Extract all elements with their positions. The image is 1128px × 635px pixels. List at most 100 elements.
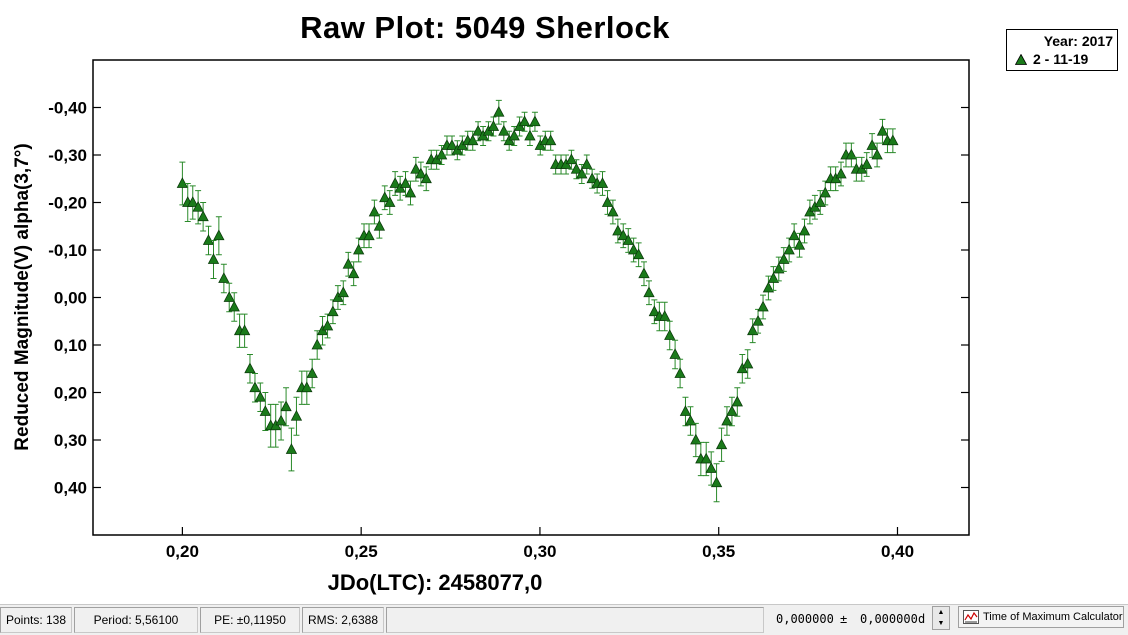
data-point: [420, 166, 432, 192]
triangle-marker: [301, 381, 313, 393]
data-point: [643, 280, 655, 306]
triangle-marker: [368, 205, 381, 217]
data-point: [715, 427, 728, 462]
legend-series-label: 2 - 11-19: [1033, 51, 1089, 67]
triangle-marker: [607, 205, 619, 217]
triangle-marker: [197, 210, 209, 222]
triangle-marker: [565, 153, 578, 165]
triangle-marker: [207, 253, 220, 264]
triangle-marker: [187, 196, 199, 207]
time-unit: d: [918, 612, 926, 626]
triangle-marker: [648, 305, 661, 317]
triangle-marker: [311, 338, 323, 350]
data-point: [472, 121, 484, 142]
data-point: [404, 180, 417, 206]
triangle-marker: [493, 105, 505, 117]
triangle-marker: [389, 177, 401, 188]
triangle-marker: [576, 167, 588, 179]
triangle-marker: [793, 238, 806, 250]
time-spinner[interactable]: ▲ ▼: [932, 606, 950, 630]
data-point: [612, 218, 624, 244]
data-point: [373, 213, 386, 239]
triangle-marker: [218, 272, 230, 283]
triangle-marker: [223, 291, 235, 302]
data-point: [814, 190, 826, 215]
triangle-marker: [192, 200, 204, 212]
time-error[interactable]: 0,000000: [860, 612, 918, 626]
time-value[interactable]: 0,000000: [776, 612, 834, 626]
triangle-marker: [275, 414, 287, 426]
data-point: [498, 121, 510, 142]
data-point: [773, 256, 785, 282]
triangle-marker: [545, 134, 557, 146]
time-of-maximum-calculator-button[interactable]: Time of Maximum Calculator: [958, 606, 1124, 628]
data-point: [301, 370, 313, 405]
triangle-marker: [415, 167, 427, 179]
triangle-marker: [669, 348, 681, 359]
data-point: [524, 126, 536, 146]
triangle-marker: [679, 405, 692, 416]
data-point: [798, 218, 811, 244]
triangle-marker: [778, 253, 790, 264]
status-rms: RMS: 2,6388: [302, 607, 384, 633]
x-tick-label: 0,40: [881, 542, 914, 561]
triangle-marker: [285, 443, 298, 454]
data-point: [731, 387, 743, 417]
triangle-marker: [601, 196, 614, 207]
triangle-marker: [518, 115, 531, 127]
triangle-marker: [876, 124, 889, 136]
triangle-marker: [410, 162, 422, 174]
data-point: [337, 280, 349, 306]
triangle-marker: [529, 115, 541, 127]
data-point: [285, 427, 298, 472]
triangle-marker: [337, 286, 349, 298]
triangle-marker: [244, 362, 256, 374]
triangle-marker: [581, 158, 593, 169]
spin-up-icon[interactable]: ▲: [937, 609, 945, 616]
data-point: [311, 330, 323, 360]
data-point: [254, 382, 266, 412]
data-point: [845, 142, 858, 168]
triangle-marker: [767, 272, 780, 283]
data-point: [202, 225, 215, 256]
data-point: [493, 99, 505, 125]
plot-frame: [92, 59, 970, 536]
triangle-marker: [228, 300, 240, 312]
triangle-marker: [508, 129, 520, 141]
chart-plot: 0,20 0,25 0,30 0,35 0,40 -0,40 -0,30 -0,20 -0,10…: [12, 59, 970, 595]
status-spacer: [386, 607, 764, 633]
data-point: [721, 406, 733, 436]
triangle-marker: [254, 390, 266, 402]
chart-calculator-icon: [963, 610, 979, 624]
data-point: [887, 128, 899, 154]
data-point: [778, 247, 790, 272]
triangle-marker: [783, 243, 795, 255]
data-point: [726, 396, 738, 427]
data-point: [280, 387, 292, 427]
data-point: [249, 373, 261, 403]
chart-title: Raw Plot: 5049 Sherlock: [300, 10, 670, 45]
data-point: [866, 133, 878, 158]
data-point: [187, 185, 199, 220]
triangle-marker: [705, 462, 717, 473]
triangle-marker: [747, 324, 759, 336]
status-points: Points: 138: [0, 607, 72, 633]
triangle-marker: [721, 414, 733, 426]
triangle-marker: [632, 248, 645, 260]
triangle-marker: [643, 286, 655, 298]
data-point: [275, 401, 287, 441]
triangle-marker: [622, 234, 634, 245]
data-point: [586, 168, 598, 189]
triangle-marker: [612, 224, 624, 236]
triangle-marker: [742, 357, 754, 369]
legend-series-entry: 2 - 11-19: [1015, 51, 1088, 67]
triangle-marker: [887, 134, 899, 146]
triangle-marker: [798, 224, 811, 236]
triangle-marker: [379, 191, 391, 203]
triangle-marker: [752, 314, 764, 326]
spin-down-icon[interactable]: ▼: [937, 620, 945, 627]
data-point: [197, 202, 209, 232]
triangle-marker: [819, 186, 831, 198]
triangle-marker-icon: [1015, 53, 1027, 65]
triangle-marker: [664, 329, 676, 340]
